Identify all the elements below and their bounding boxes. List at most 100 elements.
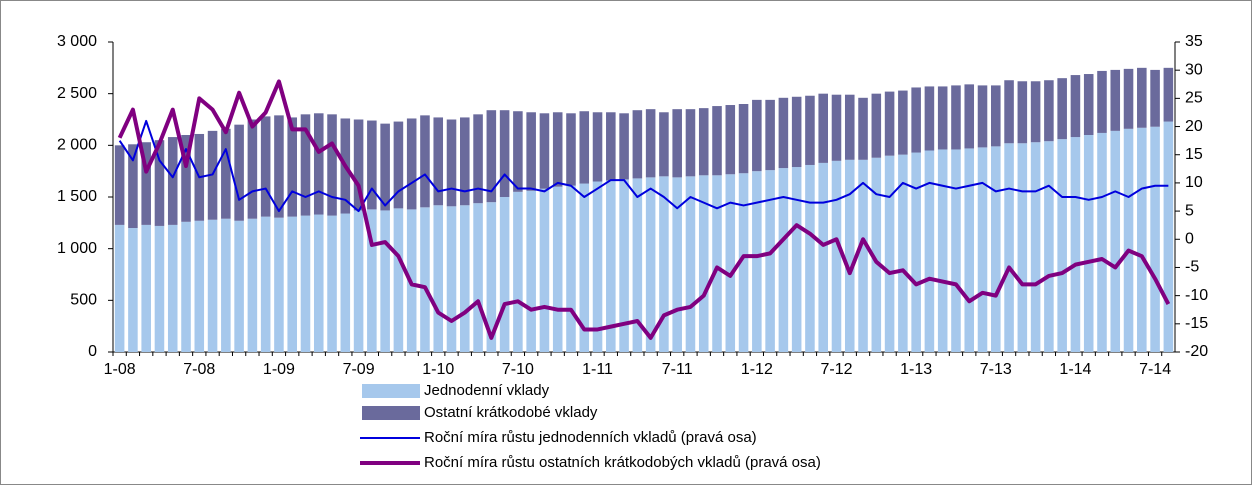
bar <box>420 207 430 352</box>
bar <box>433 117 444 206</box>
bar <box>752 99 762 172</box>
bar <box>327 114 337 216</box>
bar <box>619 179 629 352</box>
bar <box>340 213 351 352</box>
bar <box>752 171 762 352</box>
bar <box>818 93 828 163</box>
y2-tick-label: -15 <box>1185 315 1208 332</box>
bar <box>420 115 430 208</box>
bar <box>977 85 988 148</box>
bar <box>1097 132 1107 352</box>
bar <box>911 152 921 352</box>
bar <box>632 178 643 352</box>
bar <box>858 97 868 160</box>
bar <box>446 119 457 207</box>
line <box>118 119 1169 213</box>
bar <box>526 190 536 352</box>
bar <box>367 120 377 210</box>
bar <box>672 177 682 352</box>
bar <box>924 86 935 151</box>
x-tick-label: 7-09 <box>343 361 375 378</box>
bar <box>1083 135 1094 352</box>
bar <box>194 220 205 352</box>
bar <box>539 188 550 352</box>
bar <box>831 160 842 352</box>
bar <box>1030 81 1041 143</box>
bar <box>791 167 802 352</box>
bar <box>579 183 590 352</box>
bar <box>964 84 975 149</box>
bar <box>274 115 284 218</box>
bar <box>327 215 337 352</box>
bar <box>300 114 311 216</box>
bar <box>619 113 629 180</box>
bar <box>128 144 138 228</box>
y2-tick-label: 35 <box>1185 33 1203 50</box>
bar <box>645 177 656 352</box>
bar <box>393 121 404 209</box>
bar <box>805 95 815 165</box>
bar <box>473 114 483 204</box>
bar <box>367 209 377 352</box>
y2-tick-label: -10 <box>1185 287 1208 304</box>
bar <box>1083 74 1094 135</box>
bar <box>884 91 895 156</box>
y-tick-label: 500 <box>70 292 97 309</box>
bar <box>964 148 975 352</box>
bar <box>911 87 921 153</box>
line <box>117 79 1171 340</box>
bar <box>181 135 191 222</box>
bar <box>1070 75 1081 138</box>
bar <box>260 216 271 352</box>
bar <box>1110 130 1121 352</box>
bar <box>1004 143 1014 352</box>
bar <box>460 117 470 206</box>
bar <box>234 220 244 352</box>
bar <box>844 159 855 352</box>
bar <box>858 159 868 352</box>
bar <box>460 205 470 352</box>
bar <box>526 112 536 191</box>
bar <box>539 113 550 189</box>
bar <box>1030 142 1041 352</box>
bar <box>499 110 510 197</box>
y-tick-label: 1 500 <box>57 188 97 205</box>
x-tick-label: 7-10 <box>502 361 534 378</box>
bar <box>380 123 390 211</box>
bar <box>1163 67 1174 122</box>
y2-tick-label: -5 <box>1185 259 1199 276</box>
bar <box>606 180 616 352</box>
x-tick-label: 7-11 <box>662 361 693 378</box>
bar <box>765 170 775 352</box>
bar <box>831 94 842 161</box>
y2-tick-label: 10 <box>1185 174 1203 191</box>
bar <box>167 224 178 352</box>
bar <box>1150 69 1160 127</box>
bar <box>1044 141 1054 352</box>
bar <box>234 124 244 221</box>
bar <box>951 85 961 150</box>
bar <box>659 176 669 352</box>
x-tick-label: 7-08 <box>183 361 215 378</box>
y2-tick-label: 20 <box>1185 118 1203 135</box>
bar <box>1110 69 1121 131</box>
bar <box>154 140 165 226</box>
bar <box>141 224 151 352</box>
bar <box>632 110 643 179</box>
bar <box>552 112 563 187</box>
y2-tick-label: 25 <box>1185 90 1203 107</box>
bar <box>579 111 590 184</box>
y2-tick-label: 15 <box>1185 146 1203 163</box>
bar <box>566 113 576 186</box>
bar <box>659 112 669 177</box>
legend-label: Jednodenní vklady <box>424 382 550 399</box>
x-tick-label: 1-13 <box>900 361 932 378</box>
bar <box>353 210 364 352</box>
y-tick-label: 2 500 <box>57 85 97 102</box>
bar <box>791 96 802 168</box>
bar <box>114 145 125 225</box>
bar <box>128 228 138 352</box>
bar <box>698 108 709 176</box>
legend-label: Roční míra růstu jednodenních vkladů (pr… <box>424 429 757 446</box>
bar <box>606 112 616 181</box>
